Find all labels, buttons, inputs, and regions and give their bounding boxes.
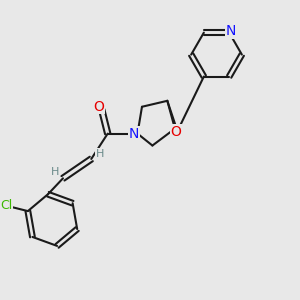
Text: O: O	[170, 125, 181, 139]
Text: Cl: Cl	[0, 199, 13, 212]
Text: O: O	[93, 100, 104, 114]
Text: N: N	[226, 24, 236, 38]
Text: H: H	[50, 167, 59, 177]
Text: N: N	[129, 127, 139, 141]
Text: H: H	[95, 148, 104, 159]
